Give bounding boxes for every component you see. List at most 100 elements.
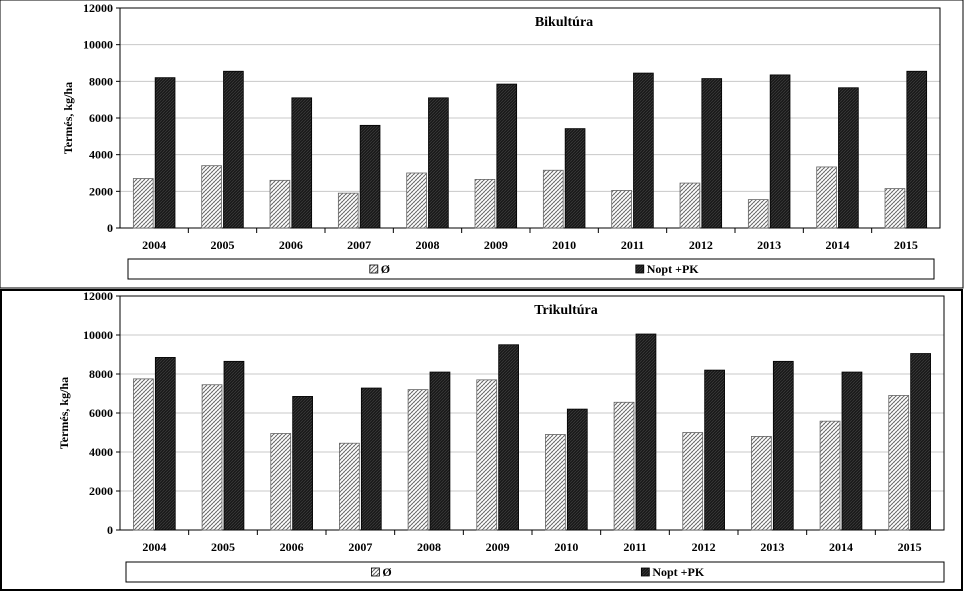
bar-nopt-pk xyxy=(635,333,657,531)
x-tick-label: 2014 xyxy=(829,540,853,554)
x-tick-label: 2013 xyxy=(760,540,784,554)
x-tick-label: 2011 xyxy=(621,238,644,252)
y-tick-label: 4000 xyxy=(89,445,113,459)
legend-swatch-control xyxy=(370,567,380,577)
x-tick-label: 2011 xyxy=(623,540,646,554)
bar-control xyxy=(819,420,841,531)
x-tick-label: 2008 xyxy=(416,238,440,252)
bar-control xyxy=(407,389,429,531)
y-tick-label: 6000 xyxy=(89,111,113,125)
x-tick-label: 2012 xyxy=(692,540,716,554)
bar-control xyxy=(816,166,837,229)
bar-control xyxy=(613,401,635,531)
legend-label: Nopt +PK xyxy=(647,262,700,276)
legend-box xyxy=(125,561,945,583)
chart-title: Trikultúra xyxy=(534,303,598,318)
bar-control xyxy=(888,395,910,531)
panel-frame xyxy=(0,0,964,289)
bar-nopt-pk xyxy=(769,74,791,229)
chart-title: Bikultúra xyxy=(535,15,593,30)
x-tick-label: 2008 xyxy=(417,540,441,554)
y-tick-label: 2000 xyxy=(89,484,113,498)
bar-control xyxy=(474,179,496,229)
y-tick-label: 10000 xyxy=(83,38,113,52)
bar-nopt-pk xyxy=(566,408,588,531)
y-tick-label: 10000 xyxy=(83,328,113,342)
y-tick-label: 4000 xyxy=(89,148,113,162)
y-tick-label: 12000 xyxy=(83,1,113,15)
bar-control xyxy=(611,190,632,229)
x-tick-label: 2010 xyxy=(554,540,578,554)
legend-box xyxy=(127,258,935,280)
legend-label: Nopt +PK xyxy=(652,565,705,579)
bar-control xyxy=(545,434,566,531)
bar-control xyxy=(679,182,701,229)
bar-control xyxy=(406,172,427,229)
chart-panel-2: 0 2000 4000 6000 8000 10000 12000 2004 2005 2006 2… xyxy=(0,289,963,591)
x-tick-label: 2012 xyxy=(689,238,713,252)
panel-frame xyxy=(0,289,963,591)
bar-nopt-pk xyxy=(704,369,725,531)
chart-panel-1: 0 2000 4000 6000 8000 10000 12000 2004 2005 2006 2… xyxy=(0,0,964,289)
bar-control xyxy=(476,379,498,531)
bar-nopt-pk xyxy=(838,87,859,229)
bar-control xyxy=(682,432,704,531)
y-tick-label: 8000 xyxy=(89,74,113,88)
x-tick-label: 2005 xyxy=(211,540,235,554)
bar-nopt-pk xyxy=(910,353,931,531)
x-tick-label: 2009 xyxy=(484,238,508,252)
y-axis-label: Termés, kg/ha xyxy=(57,377,71,449)
x-tick-label: 2015 xyxy=(898,540,922,554)
x-tick-label: 2004 xyxy=(142,238,166,252)
bar-control xyxy=(884,188,906,229)
bar-nopt-pk xyxy=(359,124,381,229)
bar-nopt-pk xyxy=(841,371,863,531)
x-tick-label: 2006 xyxy=(280,540,304,554)
bar-nopt-pk xyxy=(223,70,244,229)
bar-control xyxy=(201,165,222,229)
x-tick-label: 2015 xyxy=(894,238,918,252)
bar-nopt-pk xyxy=(291,97,313,229)
bar-nopt-pk xyxy=(701,78,723,229)
legend-swatch-nopt-pk xyxy=(635,264,645,274)
bar-control xyxy=(133,378,154,531)
y-tick-label: 8000 xyxy=(89,367,113,381)
x-tick-label: 2007 xyxy=(347,238,371,252)
bar-nopt-pk xyxy=(498,344,519,531)
bar-control xyxy=(751,435,772,531)
bar-control xyxy=(270,433,292,531)
bar-nopt-pk xyxy=(154,77,176,229)
bar-control xyxy=(337,192,359,229)
x-tick-label: 2013 xyxy=(757,238,781,252)
x-tick-label: 2005 xyxy=(211,238,235,252)
bar-control xyxy=(201,384,223,531)
legend-label: Ø xyxy=(382,565,391,579)
bar-control xyxy=(132,178,154,229)
x-tick-label: 2007 xyxy=(348,540,372,554)
bar-nopt-pk xyxy=(496,83,518,229)
bar-nopt-pk xyxy=(564,128,586,229)
y-tick-label: 12000 xyxy=(83,289,113,303)
x-tick-label: 2006 xyxy=(279,238,303,252)
bar-nopt-pk xyxy=(906,70,928,229)
bar-nopt-pk xyxy=(292,396,313,531)
bar-nopt-pk xyxy=(360,387,382,531)
x-tick-label: 2009 xyxy=(486,540,510,554)
bar-nopt-pk xyxy=(154,357,176,531)
legend-swatch-control xyxy=(369,264,379,274)
bar-nopt-pk xyxy=(429,371,451,531)
bar-nopt-pk xyxy=(223,360,245,531)
legend-swatch-nopt-pk xyxy=(640,567,650,577)
x-tick-label: 2014 xyxy=(826,238,850,252)
bar-control xyxy=(747,199,769,229)
y-tick-label: 0 xyxy=(107,221,113,235)
x-tick-label: 2010 xyxy=(552,238,576,252)
y-tick-label: 0 xyxy=(107,523,113,537)
y-tick-label: 6000 xyxy=(89,406,113,420)
y-tick-label: 2000 xyxy=(89,184,113,198)
x-tick-label: 2004 xyxy=(142,540,166,554)
legend-label: Ø xyxy=(381,262,390,276)
bar-nopt-pk xyxy=(772,360,794,531)
